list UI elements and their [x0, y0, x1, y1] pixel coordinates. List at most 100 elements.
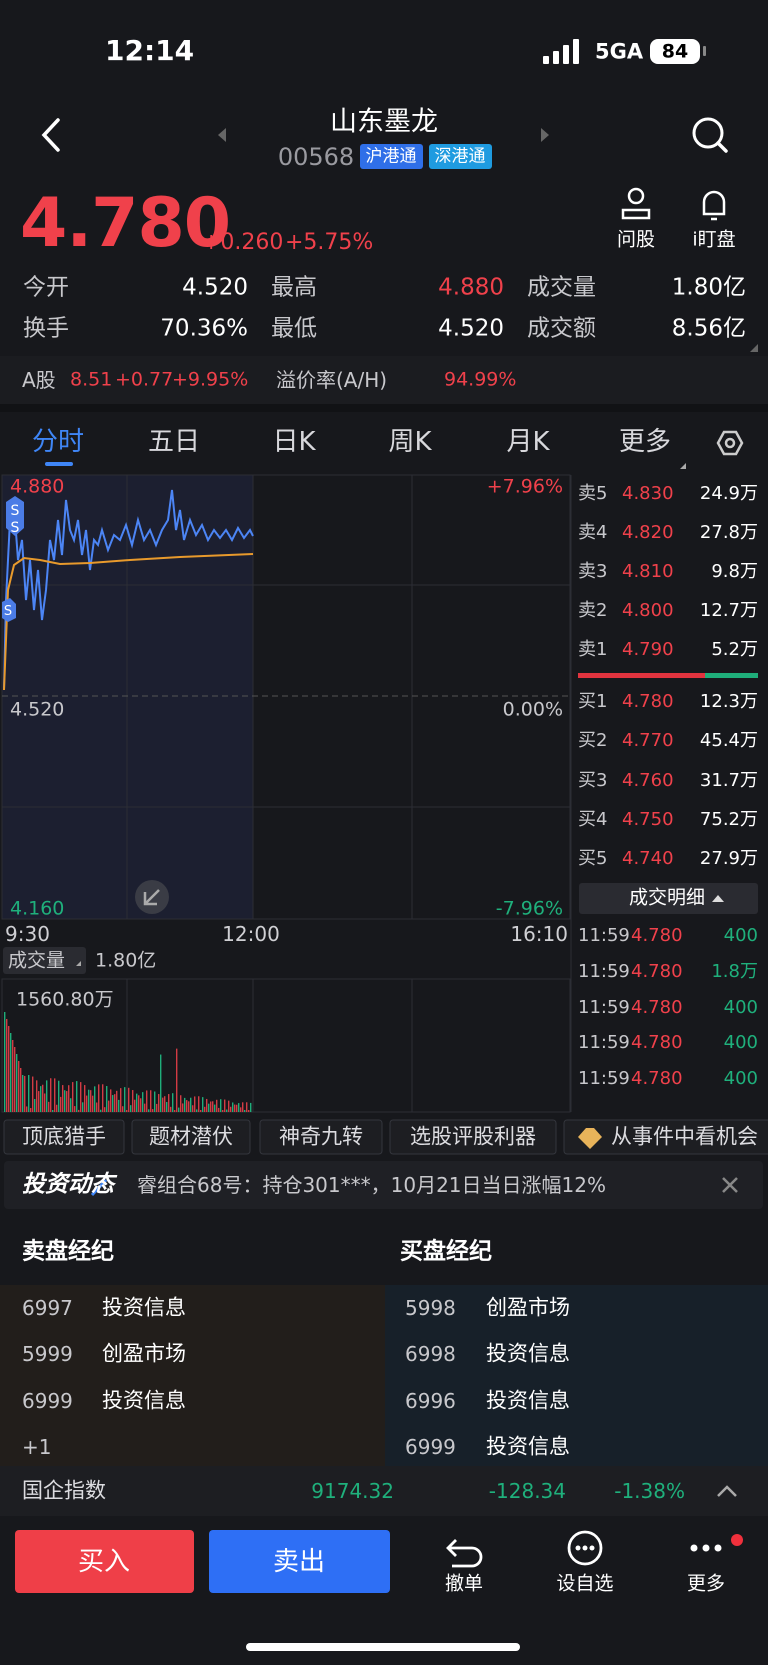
- volume-bar: [96, 1102, 98, 1112]
- book-price: 4.830: [622, 483, 674, 504]
- trade-time: 11:59: [578, 960, 630, 982]
- trade-volume: 1.8万: [711, 960, 758, 982]
- volume-bar: [94, 1086, 96, 1112]
- feature-button[interactable]: 题材潜伏: [149, 1124, 233, 1149]
- back-button[interactable]: [41, 118, 60, 152]
- stat-value: 70.36%: [160, 315, 248, 342]
- next-arrow[interactable]: [541, 128, 549, 142]
- more-caret: [680, 463, 686, 469]
- volume-bar: [102, 1084, 104, 1112]
- feature-button[interactable]: 选股评股利器: [410, 1124, 536, 1149]
- market-tag: 深港通: [434, 146, 486, 167]
- trade-volume: 400: [723, 925, 758, 946]
- broker-name: 投资信息: [102, 1295, 186, 1320]
- time-axis-label: 9:30: [5, 922, 50, 946]
- volume-bar: [164, 1096, 166, 1112]
- book-label: 买5: [578, 848, 608, 870]
- volume-bar: [142, 1092, 144, 1112]
- pct-axis-label: -7.96%: [495, 897, 563, 920]
- premium-label: 溢价率(A/H): [276, 368, 388, 392]
- volume-bar: [176, 1048, 178, 1112]
- detail-button-bg[interactable]: [579, 883, 758, 914]
- news-close[interactable]: [722, 1177, 738, 1193]
- feature-button[interactable]: 顶底猎手: [22, 1124, 106, 1149]
- tab[interactable]: 五日: [147, 427, 201, 457]
- volume-bar: [58, 1080, 60, 1112]
- undo-icon[interactable]: [446, 1539, 483, 1568]
- volume-bar: [174, 1110, 176, 1112]
- trade-price: 4.780: [631, 960, 683, 982]
- tab-underline: [45, 462, 73, 466]
- detail-button[interactable]: 成交明细: [628, 886, 706, 909]
- feature-boxes[interactable]: [3, 1119, 768, 1155]
- volume-bar: [214, 1104, 216, 1112]
- home-indicator: [246, 1643, 520, 1651]
- volume-bar: [56, 1104, 58, 1112]
- broker-name: 创盈市场: [102, 1341, 186, 1366]
- pct-axis-label: +7.96%: [486, 475, 563, 498]
- book-label: 卖1: [578, 639, 608, 660]
- volume-bar: [198, 1096, 200, 1112]
- volume-bar: [68, 1085, 70, 1112]
- volume-bar: [242, 1102, 244, 1112]
- buy-button[interactable]: [15, 1530, 194, 1593]
- bottom-action[interactable]: 撤单: [444, 1572, 484, 1595]
- time-axis-label: 12:00: [222, 922, 280, 946]
- book-label: 卖5: [578, 483, 608, 504]
- stat-value: 4.520: [182, 274, 248, 301]
- volume-bar: [72, 1082, 74, 1112]
- tag-bg: [429, 144, 492, 169]
- news-text[interactable]: 睿组合68号：持仓301***，10月21日当日涨幅12%: [137, 1173, 606, 1197]
- buy-label[interactable]: 买入: [77, 1547, 131, 1577]
- quick-action[interactable]: 问股: [616, 228, 656, 251]
- a-share-price: 8.51: [70, 368, 113, 391]
- feature-button[interactable]: 从事件中看机会: [611, 1124, 758, 1149]
- tab[interactable]: 月K: [506, 427, 550, 457]
- book-price: 4.790: [622, 639, 674, 660]
- tab[interactable]: 日K: [272, 427, 316, 457]
- sell-label[interactable]: 卖出: [272, 1547, 326, 1577]
- news-label: 投资动态: [22, 1171, 114, 1198]
- volume-bar: [244, 1109, 246, 1112]
- volume-bar: [196, 1109, 198, 1112]
- volume-bar: [28, 1075, 30, 1112]
- book-volume: 12.3万: [699, 691, 758, 712]
- tab[interactable]: 周K: [388, 427, 432, 457]
- volume-bar: [124, 1087, 126, 1112]
- stat-label: 最高: [271, 274, 317, 301]
- price-axis-label: 4.880: [10, 475, 65, 498]
- divider: [0, 404, 768, 412]
- chart-grid: [1, 474, 571, 920]
- watchlist-icon[interactable]: [567, 1530, 603, 1566]
- volume-bar: [204, 1106, 206, 1112]
- bottom-action[interactable]: 更多: [686, 1572, 726, 1595]
- bottom-action[interactable]: 设自选: [556, 1572, 614, 1595]
- feature-button[interactable]: 神奇九转: [279, 1124, 363, 1149]
- volume-bar: [224, 1099, 226, 1112]
- time-axis-label: 16:10: [510, 922, 568, 946]
- tab[interactable]: 更多: [618, 427, 672, 457]
- bell-icon[interactable]: [702, 190, 726, 221]
- volume-select[interactable]: [3, 947, 86, 974]
- volume-bar: [98, 1084, 100, 1112]
- prev-arrow[interactable]: [218, 128, 226, 142]
- tab[interactable]: 分时: [31, 427, 85, 457]
- more-icon[interactable]: [690, 1534, 744, 1552]
- average-line: [3, 553, 254, 691]
- draw-button[interactable]: [135, 880, 169, 914]
- search-button[interactable]: [692, 117, 728, 153]
- index-expand[interactable]: [717, 1485, 737, 1497]
- book-price: 4.800: [622, 600, 674, 621]
- badge-s: S: [11, 520, 20, 536]
- book-price: 4.740: [622, 848, 674, 870]
- volume-bar: [90, 1090, 92, 1112]
- sell-button[interactable]: [209, 1530, 390, 1593]
- tag-bg: [360, 144, 423, 169]
- price-change: +0.260: [202, 230, 284, 255]
- volume-bar: [122, 1106, 124, 1112]
- stat-label: 今开: [23, 274, 69, 301]
- quick-action[interactable]: i盯盘: [692, 228, 736, 251]
- ask-icon[interactable]: [621, 187, 651, 220]
- settings-icon[interactable]: [716, 430, 744, 456]
